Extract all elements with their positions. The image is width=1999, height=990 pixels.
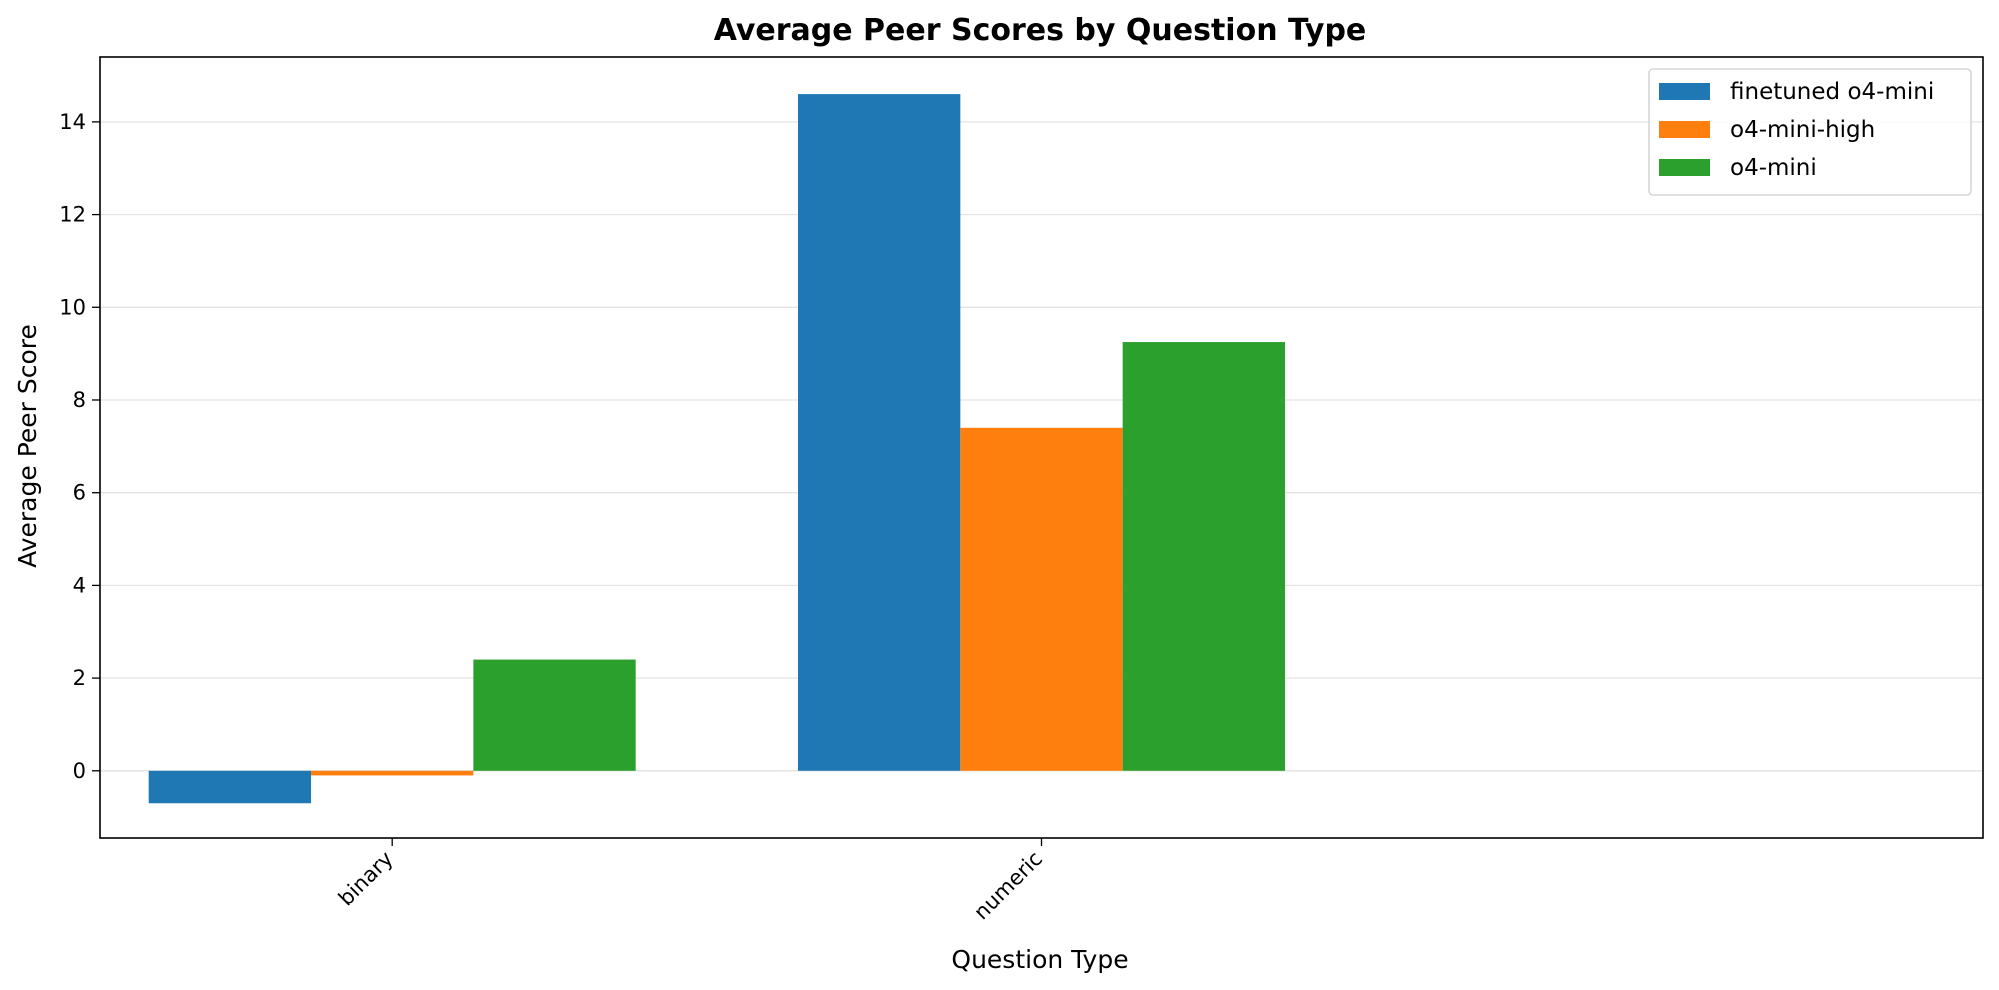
chart-title: Average Peer Scores by Question Type — [714, 13, 1367, 48]
bar-binary-finetuned-o4-mini — [148, 770, 312, 804]
legend-swatch — [1659, 159, 1710, 176]
y-tick-label: 6 — [73, 481, 86, 505]
y-axis-label: Average Peer Score — [13, 324, 42, 568]
x-tick-label: binary — [334, 847, 398, 911]
legend-swatch — [1659, 121, 1710, 138]
y-tick-label: 10 — [59, 295, 86, 319]
bar-binary-o4-mini — [473, 659, 636, 771]
x-tick-label: numeric — [969, 847, 1047, 925]
bar-numeric-finetuned-o4-mini — [798, 94, 961, 771]
bar-binary-o4-mini-high — [311, 770, 474, 776]
bars — [148, 94, 1285, 804]
y-tick-label: 14 — [59, 110, 86, 134]
y-tick-label: 4 — [73, 573, 86, 597]
x-axis-label: Question Type — [951, 945, 1128, 974]
legend-label: finetuned o4-mini — [1730, 79, 1934, 105]
y-tick-label: 12 — [59, 203, 86, 227]
legend: finetuned o4-mini o4-mini-high o4-mini — [1648, 68, 1972, 196]
y-tick-label: 8 — [73, 388, 86, 412]
y-tick-label: 0 — [73, 759, 86, 783]
legend-label: o4-mini — [1730, 155, 1817, 181]
legend-label: o4-mini-high — [1730, 117, 1875, 143]
y-tick-label: 2 — [73, 666, 86, 690]
bar-numeric-o4-mini — [1122, 342, 1285, 771]
bar-numeric-o4-mini-high — [960, 427, 1123, 771]
legend-swatch — [1659, 83, 1710, 100]
legend-box — [1648, 68, 1972, 196]
